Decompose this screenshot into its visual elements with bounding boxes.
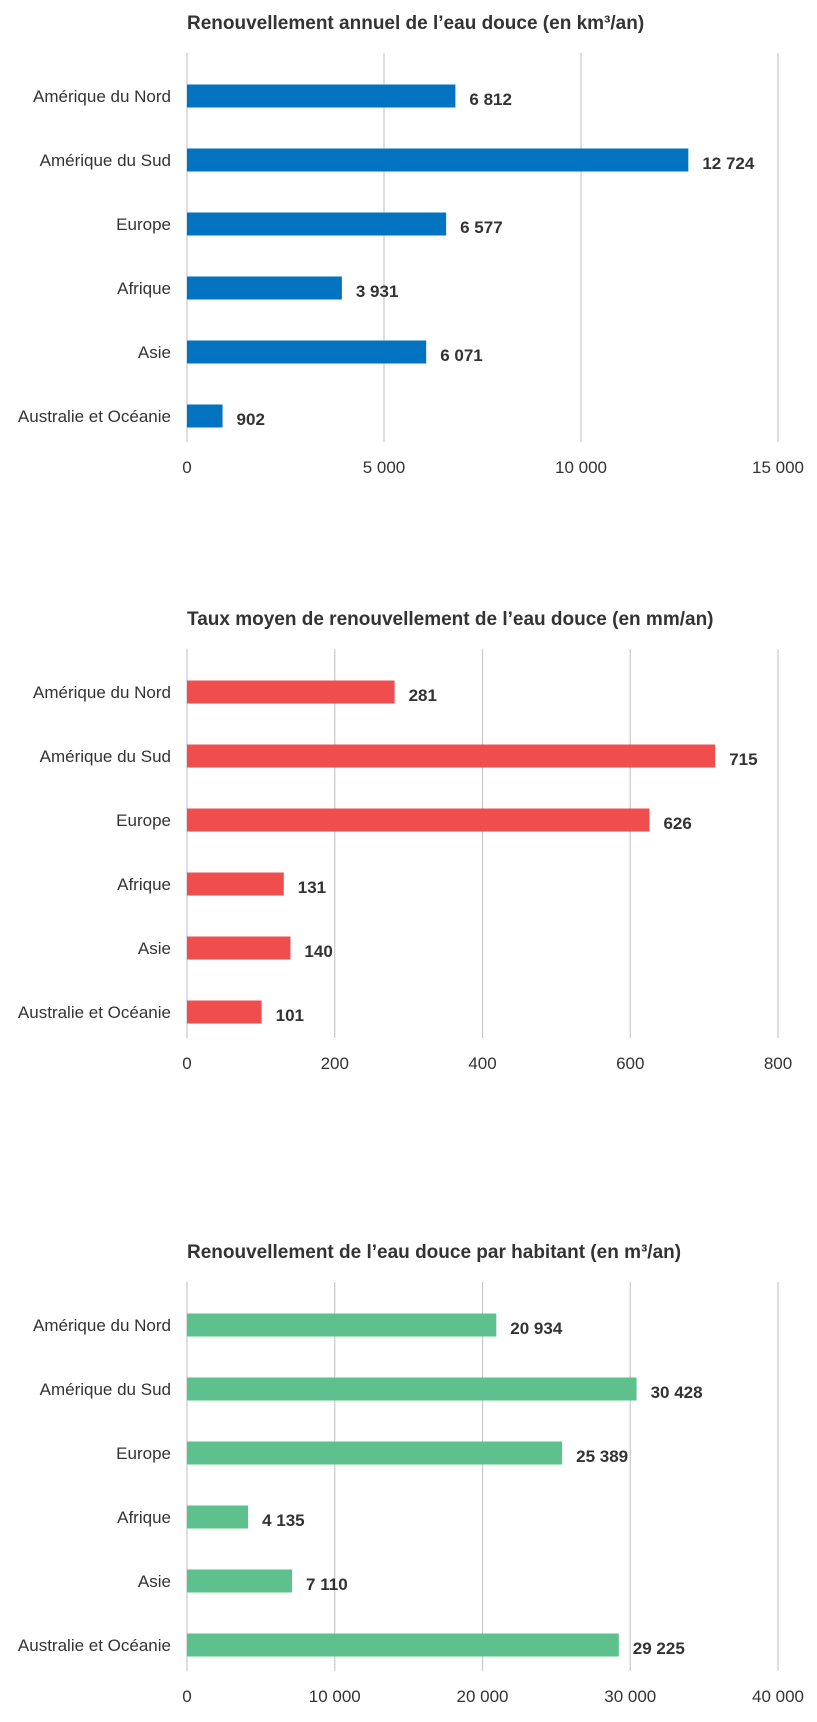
value-label: 29 225: [633, 1639, 685, 1658]
bar: [187, 1000, 262, 1024]
chart-title: Renouvellement de l’eau douce par habita…: [187, 1242, 681, 1263]
value-label: 3 931: [356, 282, 399, 301]
category-label: Asie: [138, 1572, 171, 1591]
bar: [187, 1633, 619, 1657]
category-label: Amérique du Nord: [33, 87, 171, 106]
value-label: 25 389: [576, 1447, 628, 1466]
x-tick-label: 0: [182, 458, 191, 477]
chart-freshwater-renewal-rate: Taux moyen de renouvellement de l’eau do…: [18, 609, 792, 1073]
x-tick-label: 40 000: [752, 1687, 804, 1706]
x-tick-label: 400: [468, 1054, 496, 1073]
category-label: Europe: [116, 811, 171, 830]
bar: [187, 84, 456, 108]
category-label: Amérique du Nord: [33, 1316, 171, 1335]
x-tick-label: 20 000: [457, 1687, 509, 1706]
category-label: Amérique du Nord: [33, 683, 171, 702]
bar: [187, 276, 342, 300]
value-label: 6 577: [460, 218, 503, 237]
chart-freshwater-renewal-per-capita: Renouvellement de l’eau douce par habita…: [18, 1242, 804, 1706]
value-label: 101: [276, 1006, 304, 1025]
value-label: 6 812: [469, 90, 512, 109]
bar: [187, 148, 689, 172]
bar: [187, 808, 650, 832]
value-label: 30 428: [651, 1383, 703, 1402]
category-label: Europe: [116, 215, 171, 234]
category-label: Australie et Océanie: [18, 1003, 171, 1022]
value-label: 715: [729, 750, 757, 769]
x-tick-label: 0: [182, 1054, 191, 1073]
x-tick-label: 200: [321, 1054, 349, 1073]
x-tick-label: 0: [182, 1687, 191, 1706]
category-label: Afrique: [117, 1508, 171, 1527]
value-label: 131: [298, 878, 326, 897]
category-label: Amérique du Sud: [40, 747, 171, 766]
category-label: Afrique: [117, 875, 171, 894]
category-label: Amérique du Sud: [40, 151, 171, 170]
category-label: Asie: [138, 343, 171, 362]
bar: [187, 1441, 563, 1465]
chart-title: Taux moyen de renouvellement de l’eau do…: [187, 609, 714, 630]
bar: [187, 680, 395, 704]
bar: [187, 872, 284, 896]
category-label: Europe: [116, 1444, 171, 1463]
bar: [187, 340, 427, 364]
bar: [187, 212, 447, 236]
value-label: 7 110: [306, 1575, 348, 1594]
bar: [187, 1313, 497, 1337]
value-label: 6 071: [440, 346, 483, 365]
x-tick-label: 800: [764, 1054, 792, 1073]
category-label: Australie et Océanie: [18, 407, 171, 426]
chart-freshwater-renewal-annual: Renouvellement annuel de l’eau douce (en…: [18, 13, 804, 477]
category-label: Asie: [138, 939, 171, 958]
x-tick-label: 10 000: [309, 1687, 361, 1706]
bar: [187, 1377, 637, 1401]
category-label: Australie et Océanie: [18, 1636, 171, 1655]
value-label: 140: [304, 942, 332, 961]
x-tick-label: 10 000: [555, 458, 607, 477]
value-label: 626: [663, 814, 691, 833]
value-label: 4 135: [262, 1511, 305, 1530]
bar: [187, 744, 716, 768]
value-label: 902: [237, 410, 265, 429]
x-tick-label: 5 000: [363, 458, 406, 477]
category-label: Amérique du Sud: [40, 1380, 171, 1399]
bar: [187, 1505, 249, 1529]
value-label: 12 724: [702, 154, 755, 173]
bar: [187, 936, 291, 960]
bar: [187, 1569, 293, 1593]
value-label: 20 934: [510, 1319, 563, 1338]
x-tick-label: 600: [616, 1054, 644, 1073]
value-label: 281: [409, 686, 437, 705]
category-label: Afrique: [117, 279, 171, 298]
bar: [187, 404, 223, 428]
x-tick-label: 15 000: [752, 458, 804, 477]
x-tick-label: 30 000: [604, 1687, 656, 1706]
chart-title: Renouvellement annuel de l’eau douce (en…: [187, 13, 644, 34]
